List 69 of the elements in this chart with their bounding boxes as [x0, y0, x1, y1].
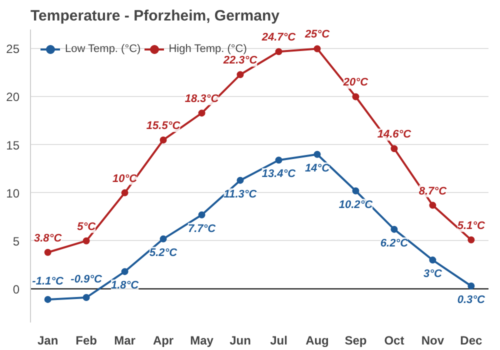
point	[160, 136, 167, 144]
data-label: 22.3°C	[222, 54, 258, 67]
point	[468, 236, 475, 244]
y-tick-label: 25	[6, 42, 20, 56]
point	[82, 294, 90, 302]
point	[275, 156, 282, 164]
data-label: 3.8°C	[34, 232, 63, 244]
data-label: 11.3°C	[224, 188, 258, 200]
data-label: 5°C	[77, 220, 97, 233]
point	[390, 226, 398, 233]
data-label: -1.1°C	[32, 275, 65, 288]
point	[121, 189, 128, 196]
x-tick-label: Oct	[384, 334, 404, 348]
x-tick-label: Feb	[76, 334, 97, 348]
x-tick-label: Nov	[421, 334, 444, 348]
data-label: 1.8°C	[110, 280, 140, 292]
point	[44, 296, 52, 303]
data-label: 14.6°C	[377, 128, 412, 141]
x-tick-label: Mar	[114, 334, 136, 348]
point	[121, 268, 128, 276]
data-label: 5.2°C	[149, 246, 178, 259]
point	[314, 150, 321, 158]
chart-title: Temperature - Pforzheim, Germany	[30, 8, 280, 24]
data-label: 25°C	[304, 28, 331, 41]
y-tick-label: 0	[12, 282, 20, 296]
data-label: 10.2°C	[338, 198, 374, 211]
point	[198, 211, 206, 218]
point	[429, 202, 436, 209]
point	[198, 110, 206, 117]
point	[352, 93, 360, 100]
data-label: 6.2°C	[380, 237, 410, 250]
x-tick-label: Sep	[344, 334, 367, 348]
x-tick-label: Aug	[306, 334, 329, 348]
data-label: 5.1°C	[457, 220, 486, 232]
point	[236, 71, 244, 78]
data-label: 18.3°C	[184, 93, 220, 106]
data-label: 3°C	[423, 268, 443, 280]
x-tick-label: Apr	[152, 334, 174, 348]
data-label: 10°C	[112, 172, 138, 185]
legend-label: Low Temp. (°C)	[65, 43, 141, 55]
point	[236, 176, 244, 184]
point	[429, 256, 436, 264]
data-label: 13.4°C	[262, 168, 297, 180]
data-label: 24.7°C	[260, 32, 297, 44]
x-tick-label: Jan	[37, 334, 58, 348]
data-label: 0.3°C	[457, 294, 486, 306]
x-tick-label: Jun	[230, 334, 251, 348]
data-label: 8.7°C	[418, 185, 448, 198]
data-label: 20°C	[342, 76, 370, 89]
y-tick-label: 20	[6, 90, 20, 104]
x-tick-label: May	[190, 334, 214, 348]
x-tick-label: Dec	[460, 334, 483, 348]
point	[468, 282, 475, 290]
data-label: -0.9°C	[70, 274, 104, 286]
point	[44, 248, 52, 256]
y-tick-label: 15	[6, 138, 20, 152]
legend-label: High Temp. (°C)	[168, 43, 247, 55]
y-tick-label: 5	[12, 234, 20, 248]
point	[275, 48, 282, 56]
point	[352, 187, 360, 194]
data-label: 7.7°C	[188, 222, 217, 235]
data-label: 15.5°C	[146, 120, 182, 132]
point	[160, 235, 167, 242]
y-tick-label: 10	[6, 186, 20, 200]
point	[82, 237, 90, 244]
point	[390, 145, 398, 152]
data-label: 14°C	[304, 162, 331, 174]
x-tick-label: Jul	[270, 334, 288, 348]
point	[314, 45, 321, 52]
